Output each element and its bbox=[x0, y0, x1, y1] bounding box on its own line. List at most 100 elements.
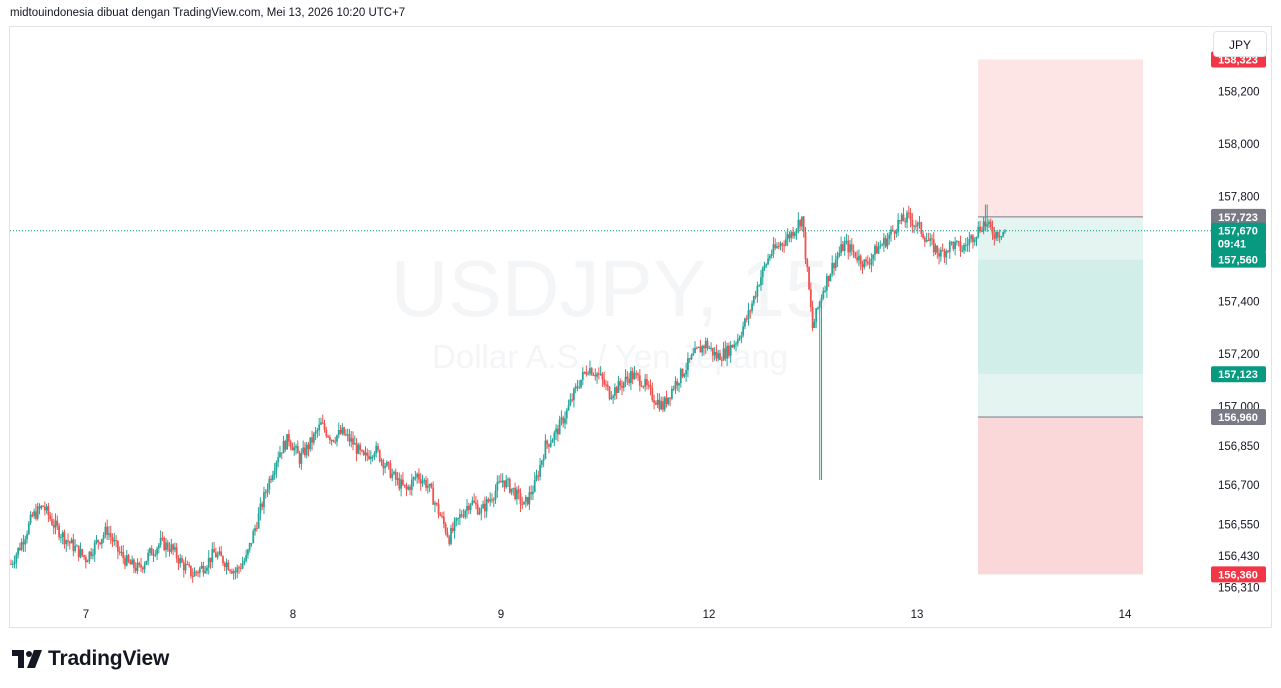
candle-body-up bbox=[567, 405, 570, 411]
candle-body-down bbox=[403, 484, 406, 486]
candle-body-down bbox=[788, 234, 791, 239]
candle-body-down bbox=[608, 386, 611, 399]
candle-body-up bbox=[763, 265, 766, 269]
candle-body-up bbox=[412, 477, 415, 480]
time-axis[interactable]: 7 8 9 12 13 14 bbox=[83, 609, 1132, 621]
price-axis[interactable]: 158,200158,000157,800157,400157,200157,0… bbox=[1218, 87, 1260, 595]
candle-body-up bbox=[742, 326, 745, 336]
candle-body-down bbox=[727, 345, 730, 356]
candle-body-up bbox=[558, 419, 561, 435]
candle-body-up bbox=[24, 539, 27, 545]
candle-body-up bbox=[259, 503, 262, 514]
candle-body-down bbox=[938, 253, 940, 257]
candle-body-up bbox=[574, 386, 577, 389]
candle-body-down bbox=[84, 557, 87, 563]
candle-body-up bbox=[346, 434, 349, 436]
candle-body-up bbox=[726, 345, 729, 359]
candle-body-up bbox=[1000, 236, 1003, 238]
candle-body-up bbox=[179, 558, 182, 564]
candle-body-down bbox=[943, 250, 946, 258]
candle-body-up bbox=[17, 547, 20, 555]
price-tick-label: 156,700 bbox=[1218, 480, 1260, 492]
candle-body-down bbox=[261, 503, 264, 508]
candle-body-up bbox=[393, 471, 395, 474]
candle-body-down bbox=[348, 434, 351, 442]
candle-body-down bbox=[993, 234, 996, 239]
last-price-label: 157,670 bbox=[1218, 226, 1258, 238]
candle-body-up bbox=[263, 492, 265, 508]
candle-body-down bbox=[783, 244, 786, 246]
candle-body-up bbox=[694, 347, 696, 354]
candle-body-down bbox=[134, 567, 137, 571]
candle-body-down bbox=[220, 551, 223, 557]
currency-unit-button[interactable]: JPY bbox=[1213, 31, 1267, 57]
price-tick-label: 157,200 bbox=[1218, 349, 1260, 361]
candle-body-down bbox=[209, 557, 212, 563]
candle-body-up bbox=[396, 478, 399, 480]
candle-body-down bbox=[731, 344, 734, 348]
candle-body-up bbox=[450, 528, 452, 544]
candle-body-down bbox=[638, 375, 641, 386]
candle-body-down bbox=[972, 235, 974, 243]
tradingview-logo-icon bbox=[12, 650, 42, 668]
candle-body-up bbox=[391, 473, 394, 478]
candle-body-up bbox=[247, 549, 249, 555]
candle-body-down bbox=[451, 528, 454, 531]
candle-body-down bbox=[703, 345, 705, 349]
candle-body-up bbox=[330, 440, 333, 442]
candle-body-up bbox=[26, 533, 28, 540]
candle-body-down bbox=[651, 387, 654, 401]
price-tick-label: 156,550 bbox=[1218, 520, 1260, 532]
candle-body-up bbox=[65, 540, 68, 545]
candle-body-up bbox=[61, 532, 64, 538]
candle-body-up bbox=[59, 537, 62, 539]
candle-body-down bbox=[809, 289, 812, 307]
candle-body-up bbox=[713, 352, 716, 356]
candle-body-up bbox=[113, 540, 116, 542]
candle-body-down bbox=[307, 444, 310, 450]
candle-body-up bbox=[970, 235, 973, 239]
candle-body-down bbox=[81, 549, 84, 556]
candle-body-up bbox=[580, 379, 582, 388]
candle-body-up bbox=[20, 542, 23, 550]
candle-body-down bbox=[127, 555, 130, 562]
candle-body-up bbox=[779, 243, 782, 247]
candle-body-up bbox=[29, 514, 32, 524]
candle-body-up bbox=[813, 321, 816, 328]
candle-body-up bbox=[295, 446, 297, 448]
candle-body-down bbox=[339, 430, 342, 434]
candle-body-up bbox=[945, 250, 948, 258]
candle-body-up bbox=[786, 234, 789, 240]
candle-body-down bbox=[640, 385, 643, 387]
candle-body-down bbox=[175, 547, 178, 559]
long-position-tool[interactable] bbox=[978, 59, 1143, 575]
candle-body-up bbox=[218, 551, 221, 555]
candle-body-up bbox=[982, 221, 985, 232]
candle-body-up bbox=[480, 508, 483, 513]
candle-body-down bbox=[936, 245, 939, 254]
candle-body-up bbox=[426, 485, 429, 488]
candle-body-up bbox=[145, 560, 148, 565]
candle-body-down bbox=[409, 486, 411, 490]
last-price-label-bg bbox=[1211, 222, 1266, 253]
candle-body-up bbox=[92, 554, 94, 556]
candle-body-down bbox=[931, 238, 933, 240]
candle-body-up bbox=[544, 440, 547, 459]
candle-body-up bbox=[165, 542, 167, 551]
candle-body-up bbox=[86, 560, 89, 563]
candle-body-down bbox=[140, 564, 142, 568]
candle-body-down bbox=[923, 237, 926, 242]
candle-body-up bbox=[70, 539, 73, 544]
candle-body-down bbox=[334, 441, 337, 443]
candle-body-up bbox=[882, 237, 885, 245]
candle-body-up bbox=[131, 559, 134, 565]
candle-body-down bbox=[984, 221, 987, 227]
candle-body-up bbox=[881, 244, 883, 246]
candle-body-down bbox=[223, 563, 226, 568]
candle-body-up bbox=[872, 254, 875, 260]
candle-body-up bbox=[747, 310, 750, 320]
candle-body-up bbox=[173, 547, 176, 550]
candle-body-down bbox=[460, 514, 463, 517]
candle-body-down bbox=[296, 446, 299, 454]
